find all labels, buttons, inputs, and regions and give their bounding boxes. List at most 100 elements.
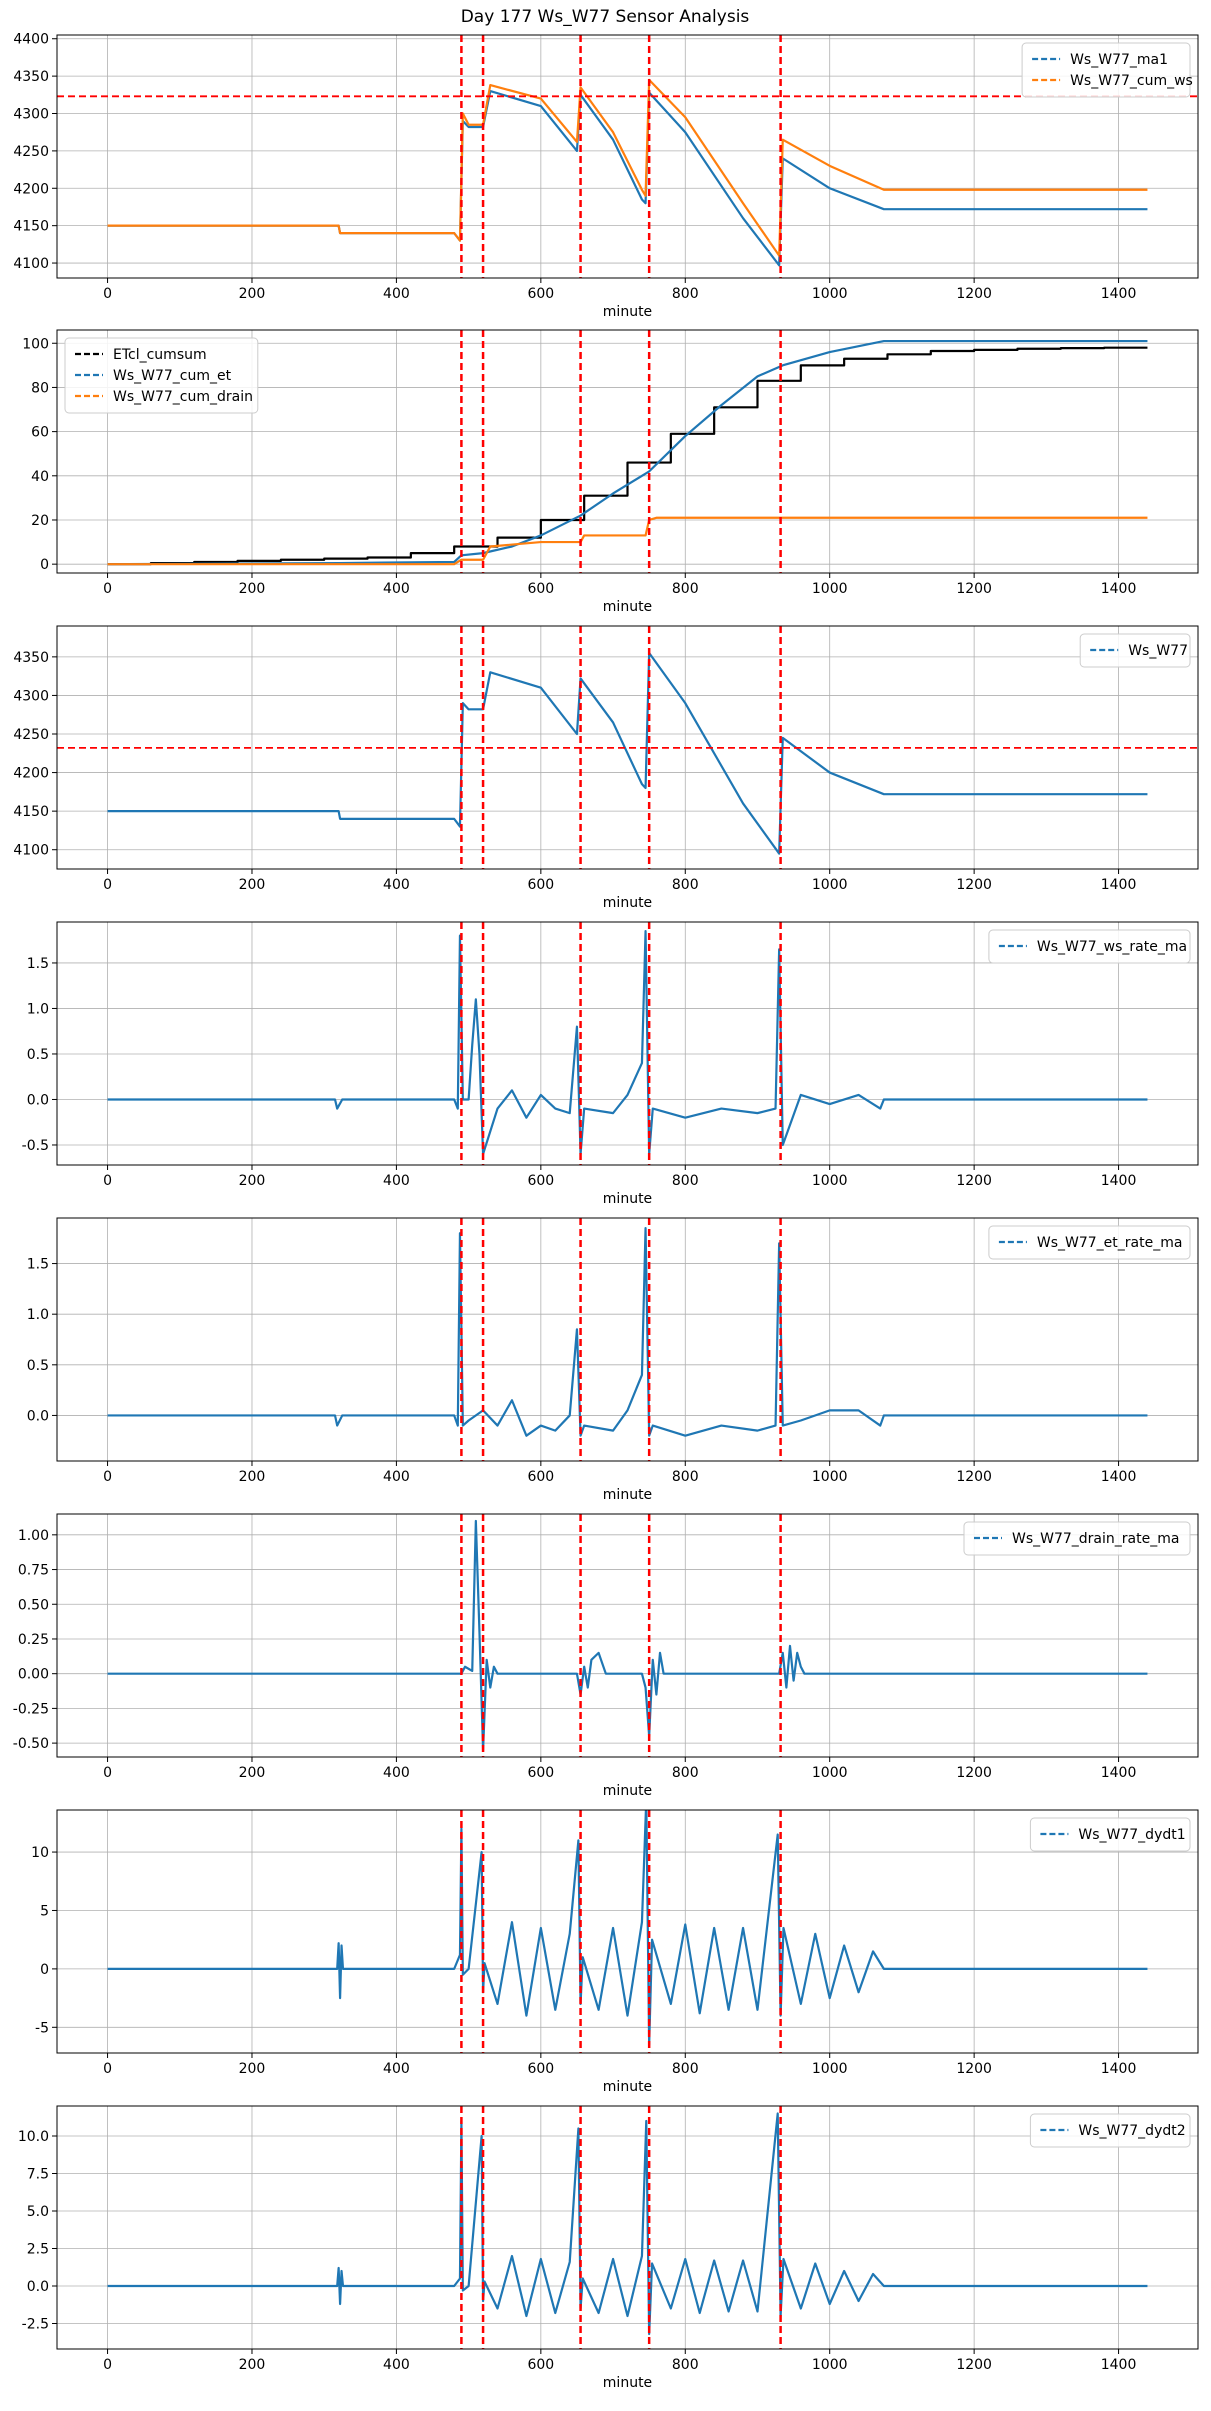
x-tick-label: 1200 <box>956 286 992 302</box>
y-tick-label: 0.5 <box>27 1047 49 1063</box>
axes-frame <box>56 1809 1199 2054</box>
y-tick-label: 10 <box>31 1845 49 1861</box>
x-tick-label: 1400 <box>1101 1173 1137 1189</box>
y-tick-label: 60 <box>31 425 49 441</box>
x-tick-label: 1000 <box>812 2357 848 2373</box>
y-tick-label: 0.25 <box>18 1632 49 1648</box>
plot-area <box>107 2106 1148 2349</box>
x-tick-label: 1000 <box>812 877 848 893</box>
legend-box <box>963 1521 1191 1556</box>
y-tick-label: 0 <box>40 1962 49 1978</box>
legend: ETcl_cumsum Ws_W77_cum_et Ws_W77_cum_drain <box>64 337 259 414</box>
x-tick-label: 1000 <box>812 1469 848 1485</box>
y-tick-label: 0.50 <box>18 1597 49 1613</box>
panel-3: 0 200 400 600 800 1000 1200 1400 4100 4150 4200 425… <box>13 625 1199 911</box>
legend-label: Ws_W77_dydt1 <box>1078 1827 1185 1843</box>
y-tick-label: -0.50 <box>13 1736 49 1752</box>
panel-6: 0 200 400 600 800 1000 1200 1400 -0.50 -0.25 0.00 0… <box>13 1513 1199 1799</box>
y-tick-label: 7.5 <box>27 2167 49 2183</box>
axes-frame <box>56 625 1199 870</box>
legend-label: Ws_W77_dydt2 <box>1078 2123 1185 2139</box>
x-tick-label: 600 <box>527 286 554 302</box>
y-tick-label: -0.25 <box>13 1701 49 1717</box>
x-axis-label: minute <box>603 2079 652 2095</box>
x-tick-label: 0 <box>103 1765 112 1781</box>
x-tick-label: 200 <box>239 2061 266 2077</box>
legend: Ws_W77_dydt2 <box>1029 2113 1191 2148</box>
legend-box <box>988 1225 1191 1260</box>
x-axis-label: minute <box>603 1487 652 1503</box>
legend-label: Ws_W77_drain_rate_ma <box>1012 1531 1179 1547</box>
plot-area <box>107 1218 1148 1461</box>
x-tick-label: 0 <box>103 1469 112 1485</box>
x-tick-label: 1400 <box>1101 2061 1137 2077</box>
legend: Ws_W77_dydt1 <box>1029 1817 1191 1852</box>
axes-frame <box>56 1513 1199 1758</box>
x-tick-label: 400 <box>383 286 410 302</box>
y-tick-label: 4150 <box>13 804 49 820</box>
x-tick-label: 1200 <box>956 581 992 597</box>
x-tick-label: 1200 <box>956 1469 992 1485</box>
x-tick-label: 1400 <box>1101 581 1137 597</box>
x-tick-label: 800 <box>672 1765 699 1781</box>
y-tick-label: 1.5 <box>27 1257 49 1273</box>
y-tick-label: 4300 <box>13 688 49 704</box>
x-tick-label: 1400 <box>1101 877 1137 893</box>
x-tick-label: 1200 <box>956 1765 992 1781</box>
y-tick-label: 1.0 <box>27 1307 49 1323</box>
x-tick-label: 800 <box>672 877 699 893</box>
x-tick-label: 1400 <box>1101 1765 1137 1781</box>
x-axis-label: minute <box>603 304 652 320</box>
x-tick-label: 1400 <box>1101 2357 1137 2373</box>
x-tick-label: 1000 <box>812 581 848 597</box>
x-tick-label: 600 <box>527 2357 554 2373</box>
x-tick-label: 1000 <box>812 1173 848 1189</box>
x-axis-label: minute <box>603 1783 652 1799</box>
x-tick-label: 200 <box>239 286 266 302</box>
x-tick-label: 0 <box>103 1173 112 1189</box>
x-tick-label: 600 <box>527 877 554 893</box>
x-tick-label: 1200 <box>956 2061 992 2077</box>
x-tick-label: 400 <box>383 2357 410 2373</box>
plot-area <box>107 922 1148 1165</box>
legend-label: Ws_W77 <box>1128 643 1188 659</box>
y-tick-label: 4200 <box>13 766 49 782</box>
x-tick-label: 1000 <box>812 2061 848 2077</box>
y-tick-label: 0.0 <box>27 1408 49 1424</box>
x-tick-label: 200 <box>239 1469 266 1485</box>
axes-frame <box>56 2105 1199 2350</box>
x-tick-label: 200 <box>239 1765 266 1781</box>
y-tick-label: 4300 <box>13 107 49 123</box>
x-tick-label: 200 <box>239 2357 266 2373</box>
x-tick-label: 0 <box>103 2357 112 2373</box>
axes-frame <box>56 329 1199 574</box>
x-tick-label: 1200 <box>956 2357 992 2373</box>
panel-7: 0 200 400 600 800 1000 1200 1400 -5 0 5 10 minute Ws_… <box>31 1809 1199 2095</box>
y-tick-label: 10.0 <box>18 2129 49 2145</box>
axes-frame <box>56 921 1199 1166</box>
x-tick-label: 600 <box>527 1173 554 1189</box>
legend-box <box>64 337 259 414</box>
x-tick-label: 0 <box>103 286 112 302</box>
x-tick-label: 0 <box>103 581 112 597</box>
panel-1: 0 200 400 600 800 1000 1200 1400 4100 4150 4200 425… <box>13 32 1199 320</box>
legend-box <box>1029 1817 1191 1852</box>
x-tick-label: 1000 <box>812 1765 848 1781</box>
legend: Ws_W77_ws_rate_ma <box>988 929 1191 964</box>
series-line-Ws_W77_drain_rate_ma <box>107 1519 1148 1752</box>
x-tick-label: 800 <box>672 581 699 597</box>
y-tick-label: 5.0 <box>27 2204 49 2220</box>
series-line-Ws_W77_et_rate_ma <box>107 1227 1148 1437</box>
x-tick-label: 600 <box>527 2061 554 2077</box>
x-tick-label: 0 <box>103 2061 112 2077</box>
legend-label: Ws_W77_et_rate_ma <box>1037 1235 1183 1251</box>
series-line-Ws_W77_dydt2 <box>107 2112 1148 2336</box>
x-tick-label: 1200 <box>956 1173 992 1189</box>
y-tick-label: 0.00 <box>18 1667 49 1683</box>
x-tick-label: 400 <box>383 2061 410 2077</box>
legend-box <box>1079 633 1191 668</box>
panels: 0 200 400 600 800 1000 1200 1400410041504200425… <box>13 32 1199 2391</box>
y-tick-label: 0.5 <box>27 1358 49 1374</box>
y-tick-label: 4200 <box>13 181 49 197</box>
y-tick-label: 40 <box>31 469 49 485</box>
